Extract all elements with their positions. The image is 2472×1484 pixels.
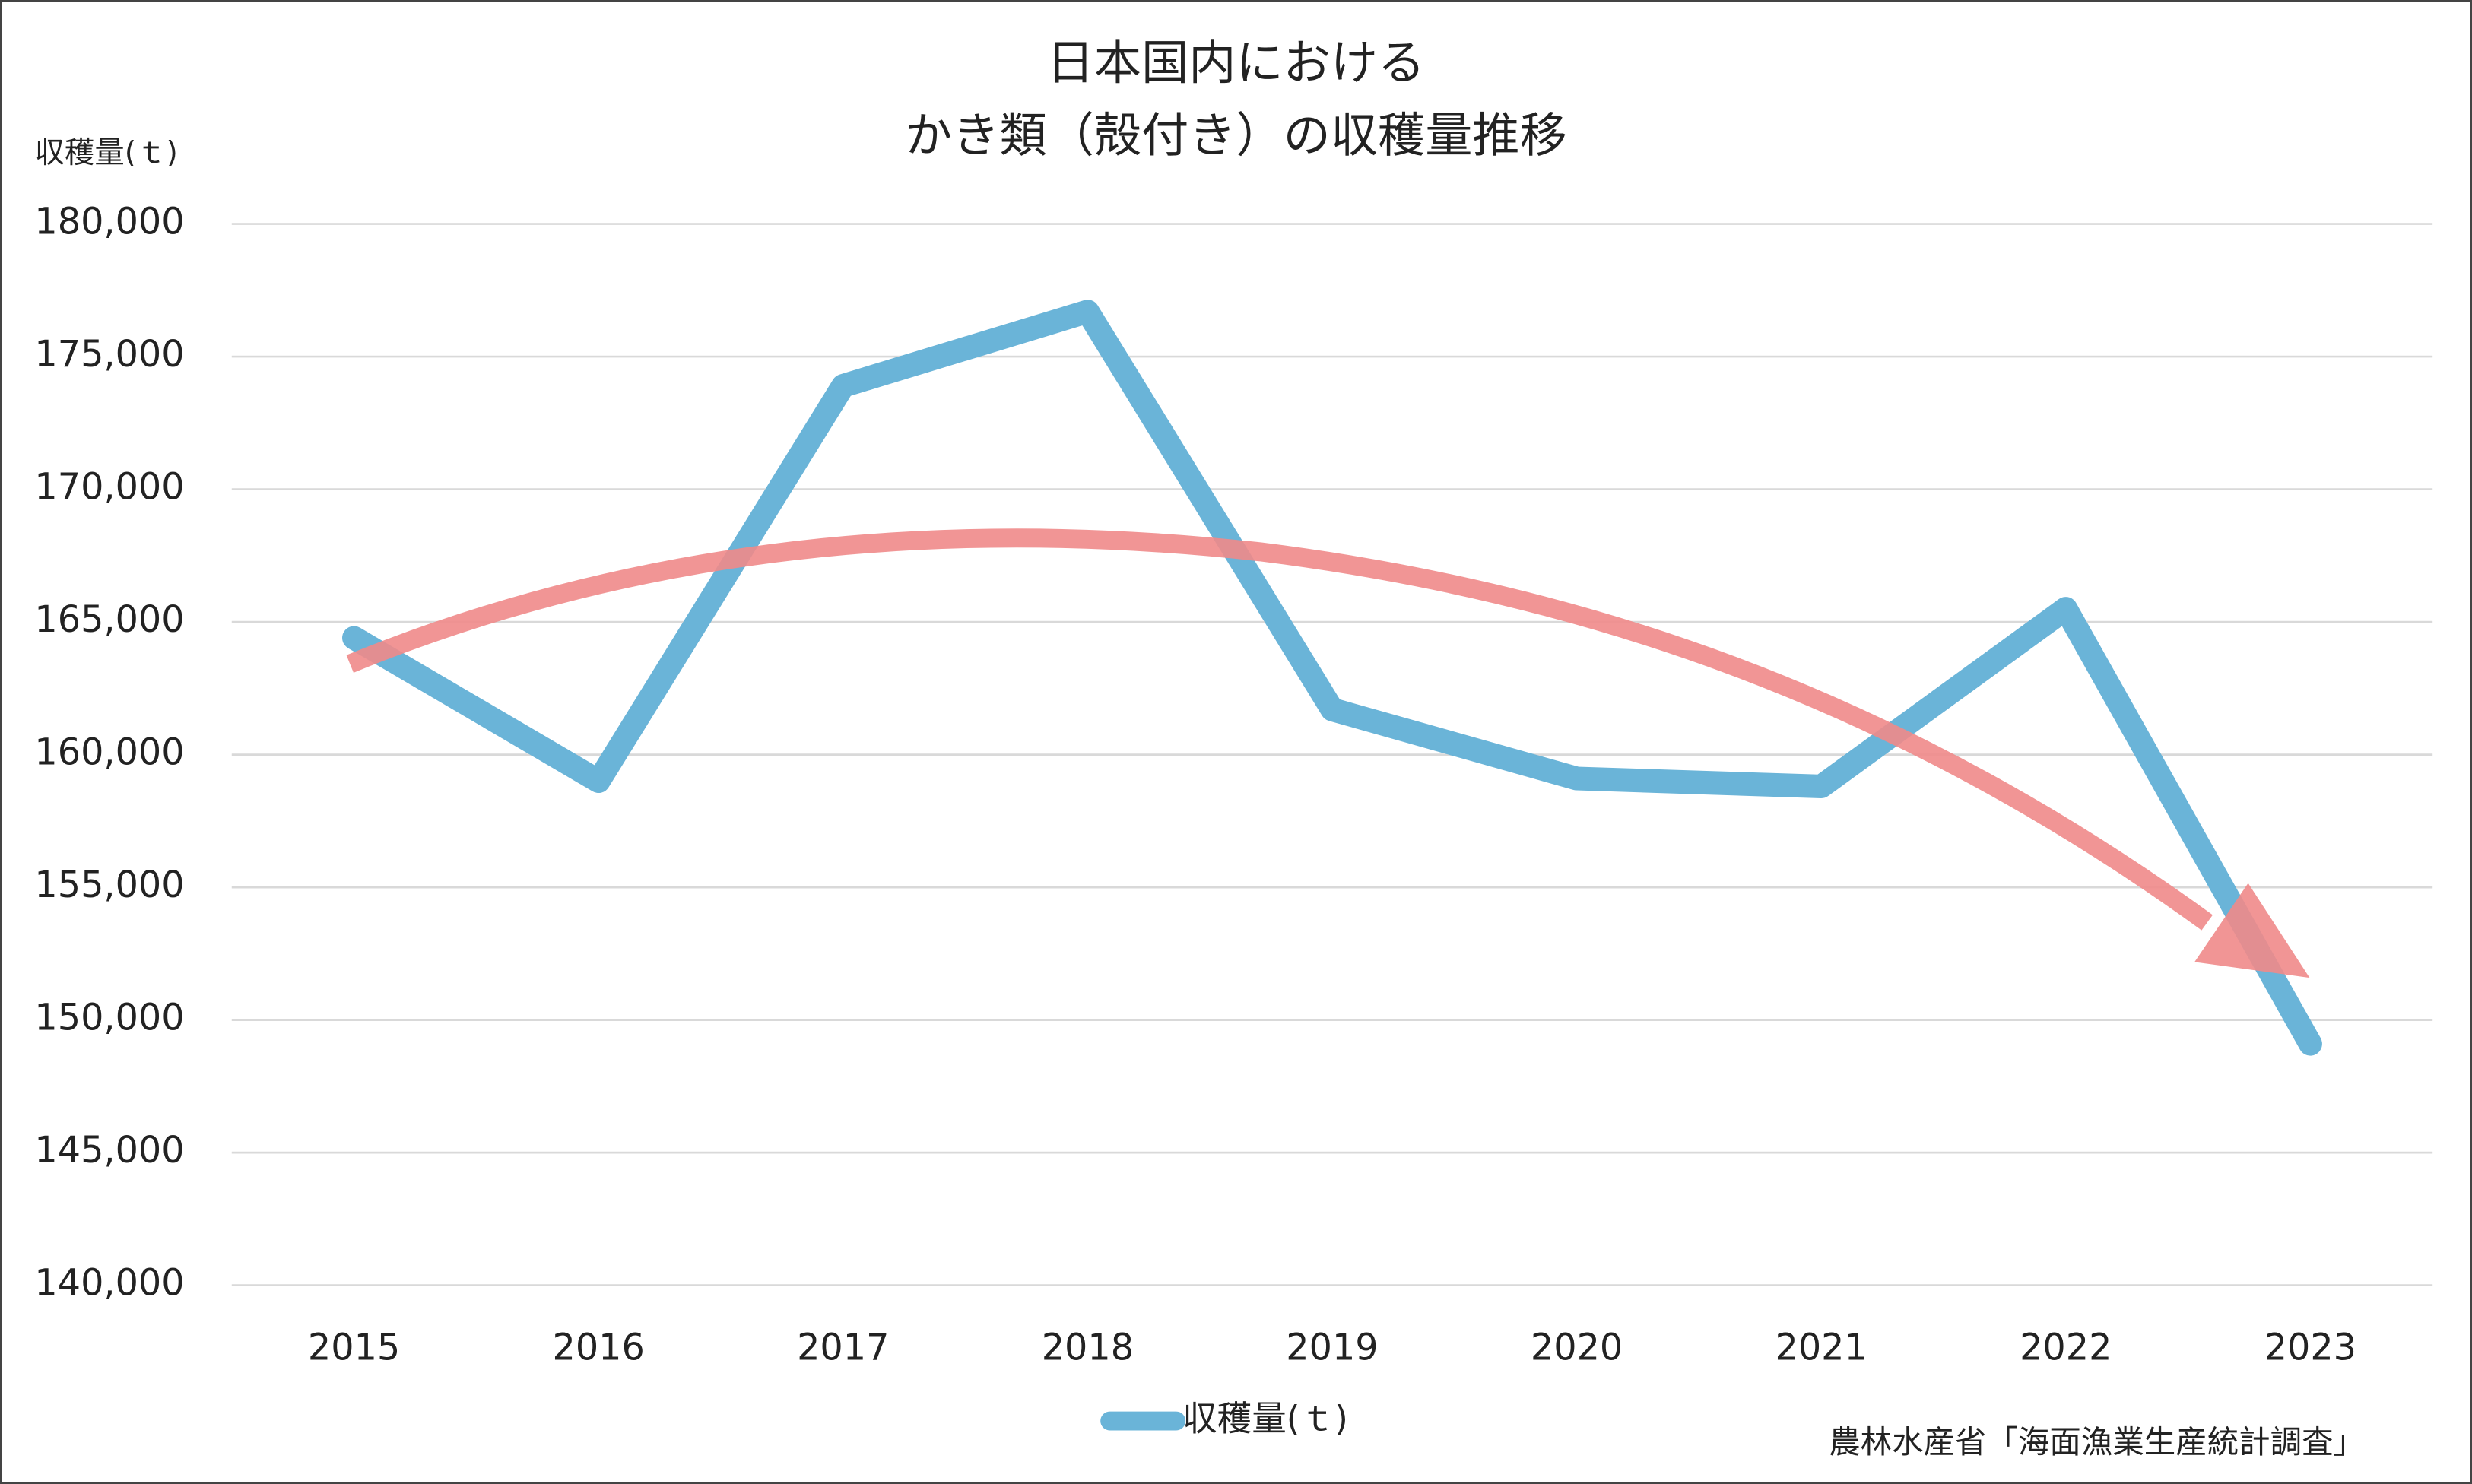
- y-tick-label: 155,000: [34, 864, 184, 906]
- x-tick-label: 2020: [1531, 1327, 1623, 1369]
- source-note: 農林水産省「海面漁業生産統計調査」: [1829, 1424, 2365, 1460]
- y-tick-label: 160,000: [34, 732, 184, 774]
- x-tick-label: 2018: [1042, 1327, 1134, 1369]
- plot-area: 140,000 145,000 150,000 155,000 160,000 165,0…: [34, 201, 2433, 1369]
- y-tick-label: 145,000: [34, 1130, 184, 1172]
- x-tick-label: 2021: [1775, 1327, 1867, 1369]
- x-tick-label: 2022: [2020, 1327, 2112, 1369]
- y-tick-label: 180,000: [34, 201, 184, 243]
- x-tick-label: 2017: [797, 1327, 889, 1369]
- legend-label: 収穫量(ｔ): [1182, 1399, 1348, 1439]
- x-tick-label: 2016: [553, 1327, 645, 1369]
- chart-title: 日本国内における: [1047, 35, 1426, 90]
- y-tick-label: 175,000: [34, 334, 184, 376]
- y-tick-label: 150,000: [34, 997, 184, 1039]
- data-line: [342, 300, 2322, 1056]
- y-tick-label: 170,000: [34, 467, 184, 509]
- y-tick-label: 140,000: [34, 1263, 184, 1305]
- x-tick-label: 2015: [308, 1327, 400, 1369]
- trend-arrow: [346, 528, 2213, 931]
- trend-arrow-head: [2194, 883, 2310, 978]
- x-tick-label: 2023: [2264, 1327, 2356, 1369]
- chart-title: かき類（殻付き）の収穫量推移: [905, 108, 1567, 163]
- y-axis-label: 収穫量(ｔ): [35, 135, 178, 170]
- y-tick-label: 165,000: [34, 599, 184, 641]
- x-tick-label: 2019: [1286, 1327, 1378, 1369]
